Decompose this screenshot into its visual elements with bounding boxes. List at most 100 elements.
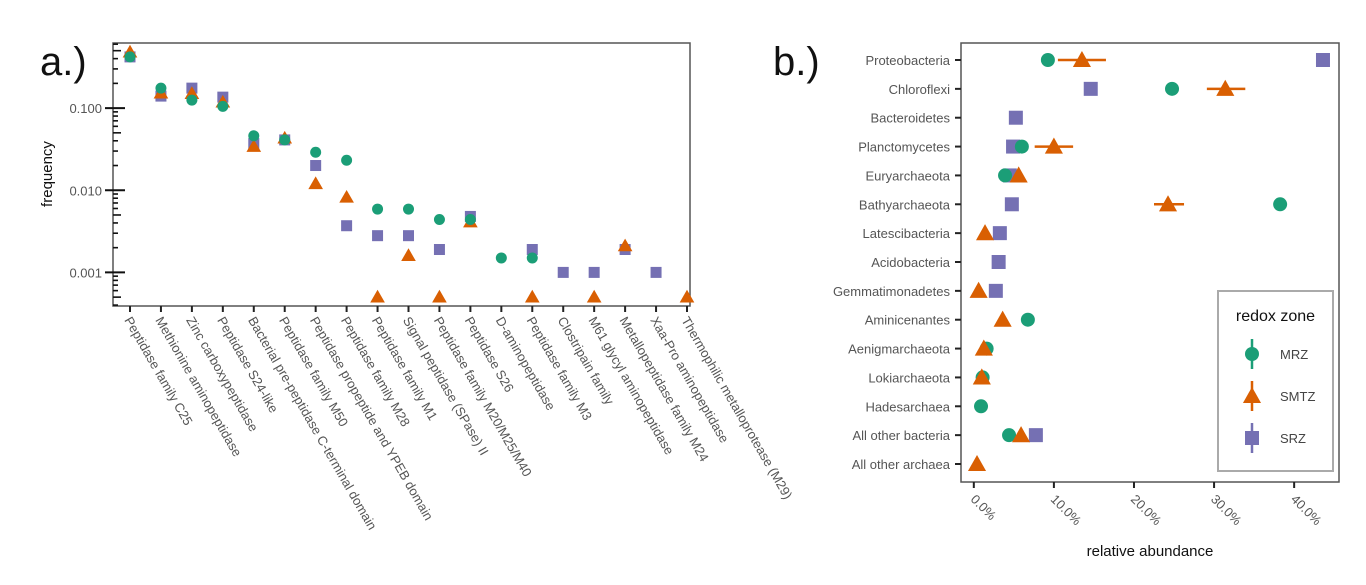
point-smtz [617, 238, 633, 252]
point-smtz [993, 310, 1012, 327]
point-smtz [432, 289, 447, 303]
point-mrz [1002, 428, 1017, 443]
panel-b-y-axis: Proteobacteria Chloroflexi Bacteroidetes Pl… [833, 53, 961, 472]
point-mrz [186, 94, 198, 106]
point-srz [650, 266, 662, 278]
point-srz [1004, 197, 1019, 212]
legend-box [1217, 290, 1334, 472]
point-smtz [308, 176, 323, 190]
point-mrz [464, 214, 476, 226]
x-tick-label: 10.0% [1048, 492, 1085, 529]
point-mrz [433, 214, 445, 226]
point-smtz [524, 289, 540, 303]
point-mrz [310, 146, 322, 158]
point-mrz [279, 134, 291, 146]
point-srz [588, 266, 600, 278]
point-srz [988, 283, 1003, 298]
y-tick-label: 0.001 [69, 265, 102, 280]
point-smtz [974, 339, 993, 356]
point-srz [341, 220, 353, 232]
point-mrz [1014, 139, 1029, 154]
y-tick-label: All other archaea [852, 457, 951, 472]
point-mrz [1040, 53, 1055, 67]
y-tick-label: Euryarchaeota [865, 168, 950, 183]
legend-key-mrz [1245, 347, 1259, 361]
panel-a-label: a.) [40, 40, 87, 84]
y-tick-label: Aminicenantes [865, 313, 951, 328]
y-tick-label: Chloroflexi [889, 82, 951, 97]
legend-key-smtz [1242, 386, 1262, 404]
point-smtz [975, 224, 995, 241]
point-smtz [1072, 50, 1091, 68]
point-mrz [1165, 81, 1180, 96]
point-mrz [341, 154, 353, 166]
panel-b-label: b.) [773, 40, 820, 84]
point-smtz [339, 190, 354, 203]
legend-label: MRZ [1280, 347, 1308, 362]
point-srz [991, 255, 1006, 269]
point-srz [1083, 81, 1098, 96]
x-tick-label: 20.0% [1128, 492, 1165, 529]
point-smtz [969, 281, 988, 298]
point-srz [557, 266, 569, 278]
y-tick-label: Proteobacteria [865, 53, 950, 68]
panel-a-chart: 0.100 0.010 0.001 Peptidase family C25Meth… [39, 42, 795, 532]
point-srz [310, 160, 322, 172]
point-srz [372, 230, 384, 242]
point-smtz [1158, 195, 1178, 212]
y-tick-label: Aenigmarchaeota [848, 342, 951, 357]
x-tick-label: 40.0% [1288, 492, 1325, 529]
point-smtz [586, 289, 602, 303]
point-smtz [370, 289, 385, 303]
point-srz [1028, 428, 1043, 443]
legend-label: SRZ [1280, 431, 1306, 446]
point-smtz [1012, 426, 1031, 443]
point-smtz [1216, 79, 1235, 96]
point-smtz [184, 86, 200, 99]
y-tick-label: All other bacteria [852, 428, 950, 443]
point-mrz [217, 100, 229, 112]
panel-b-x-axis-title: relative abundance [1087, 543, 1214, 560]
panel-b-chart: Proteobacteria Chloroflexi Bacteroidetes Pl… [833, 42, 1340, 560]
point-mrz [998, 168, 1013, 183]
point-srz [433, 244, 445, 256]
point-mrz [155, 82, 167, 94]
point-srz [1008, 110, 1023, 125]
point-mrz [403, 203, 414, 215]
legend-key-srz [1245, 431, 1259, 445]
point-mrz [124, 51, 136, 63]
panel-b-points [967, 50, 1330, 472]
point-smtz [401, 248, 416, 261]
point-srz [1315, 53, 1330, 67]
point-smtz [246, 139, 262, 152]
point-mrz [248, 130, 260, 142]
point-mrz [372, 203, 384, 215]
point-srz [526, 244, 538, 256]
y-tick-label: 0.010 [69, 183, 102, 198]
x-tick-label: 30.0% [1208, 492, 1245, 529]
y-tick-label: Latescibacteria [863, 226, 951, 241]
point-smtz [967, 454, 987, 472]
y-tick-label: Lokiarchaeota [868, 370, 950, 385]
y-tick-label: Bacteroidetes [871, 111, 951, 126]
point-mrz [495, 252, 507, 264]
point-mrz [526, 252, 538, 264]
panel-a-y-axis: 0.100 0.010 0.001 [69, 43, 125, 306]
y-tick-label: Planctomycetes [858, 140, 950, 155]
point-smtz [679, 289, 695, 303]
panel-a-points [122, 44, 695, 303]
panel-b-legend: redox zone MRZ SMTZ SRZ [1217, 290, 1334, 472]
legend-title: redox zone [1236, 308, 1315, 325]
point-mrz [1020, 312, 1035, 327]
point-smtz [1009, 166, 1028, 183]
x-tick-label: 0.0% [968, 492, 1000, 524]
point-mrz [974, 399, 989, 414]
legend-label: SMTZ [1280, 389, 1315, 404]
y-tick-label: Acidobacteria [871, 255, 951, 270]
y-tick-label: 0.100 [69, 101, 102, 116]
y-tick-label: Hadesarchaea [865, 399, 950, 414]
x-tick-label: Thermophilic metalloprotease (M29) [678, 314, 795, 502]
panel-a-frame [112, 42, 691, 307]
